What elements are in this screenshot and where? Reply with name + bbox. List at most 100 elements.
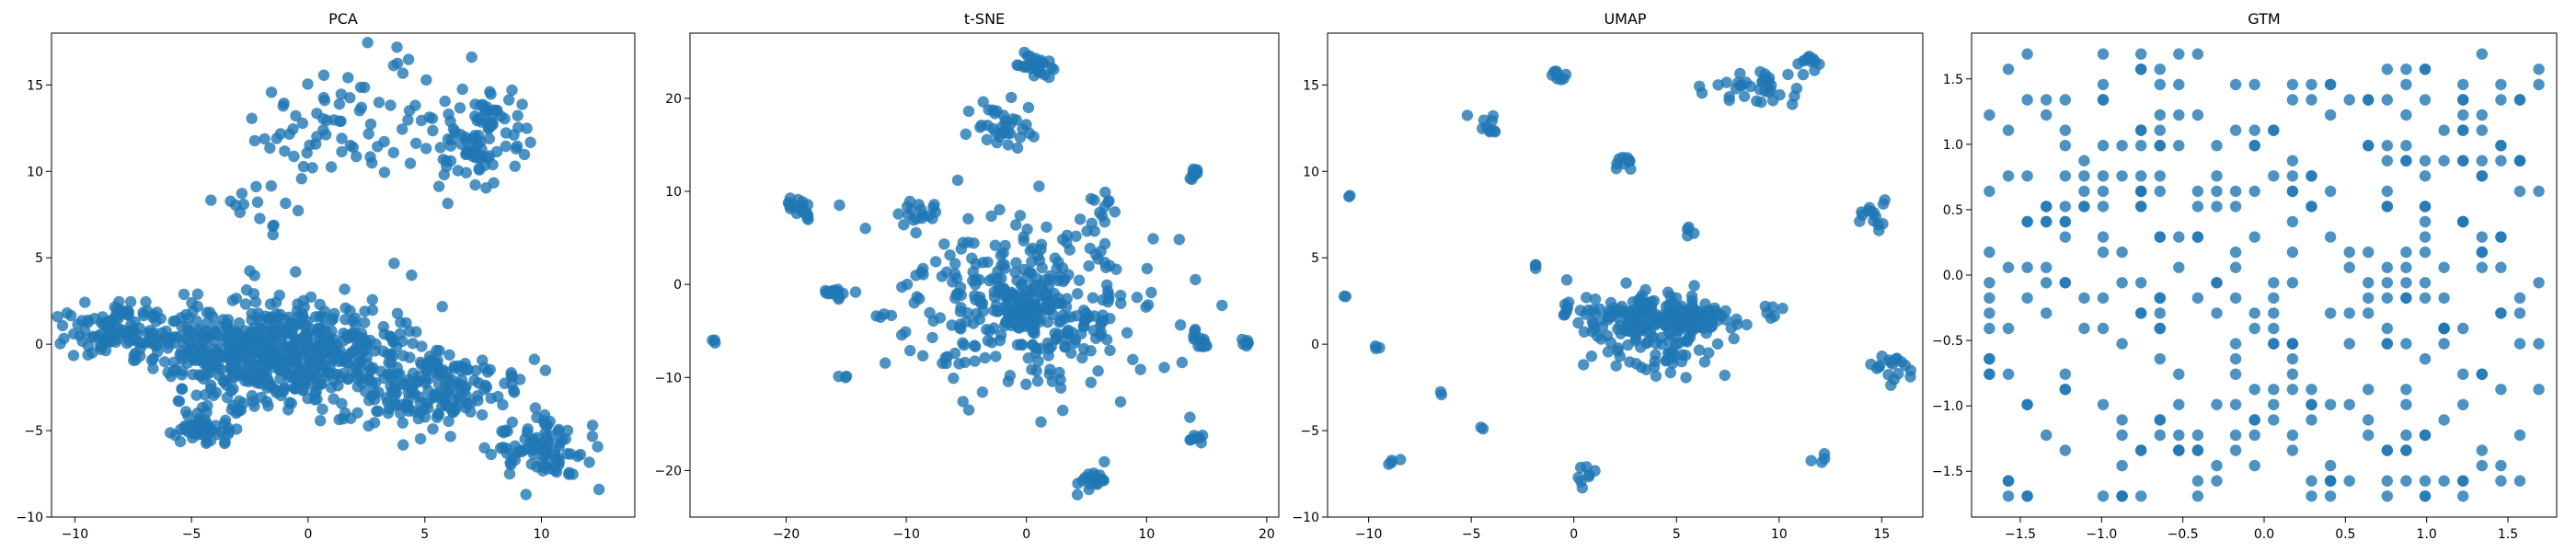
pca-point (249, 296, 262, 308)
gtm-point (2229, 338, 2242, 350)
pca-point (388, 258, 400, 270)
tsne-point (1098, 216, 1111, 228)
gtm-point (2154, 429, 2166, 442)
umap-point (1484, 126, 1496, 138)
tsne-point (962, 105, 975, 118)
umap-point (1782, 68, 1794, 81)
pca-point (284, 351, 296, 364)
pca-point (277, 100, 289, 112)
gtm-point (2229, 398, 2242, 410)
tsne-point (962, 213, 974, 224)
gtm-point (2211, 201, 2223, 213)
gtm-point (2476, 124, 2488, 136)
tsne-point (1147, 233, 1159, 245)
pca-point (287, 372, 299, 384)
pca-point (557, 434, 569, 446)
gtm-point (2002, 322, 2015, 335)
pca-point (288, 150, 300, 163)
gtm-point (2041, 277, 2053, 289)
tsne-x-tick-label: −10 (892, 527, 920, 542)
tsne-point (840, 370, 853, 383)
tsne-point (783, 198, 795, 210)
pca-point (354, 355, 367, 367)
pca-point (353, 105, 366, 117)
gtm-point (2097, 78, 2110, 91)
pca-point (518, 148, 531, 161)
pca-point (420, 74, 432, 86)
pca-point (348, 327, 360, 339)
gtm-point (2248, 231, 2260, 243)
gtm-point (2513, 429, 2526, 442)
umap-point (1560, 305, 1572, 318)
gtm-point (2400, 429, 2412, 442)
umap-x-tick-label: 15 (1873, 527, 1890, 542)
gtm-point (2211, 140, 2223, 152)
tsne-point (960, 128, 972, 140)
tsne-point (1216, 299, 1228, 312)
gtm-point (2135, 124, 2147, 136)
gtm-y-tick-label: 0.5 (1943, 203, 1963, 218)
pca-point (385, 99, 397, 111)
pca-point (443, 349, 455, 361)
pca-point (317, 92, 329, 104)
pca-point (264, 142, 276, 155)
gtm-point (2533, 78, 2545, 91)
gtm-point (2041, 307, 2053, 319)
tsne-panel: t-SNE −20 −10 0 10 20 −20 −10 0 10 20 (654, 10, 1280, 542)
pca-point (397, 439, 409, 451)
pca-point (164, 427, 177, 439)
umap-y-tick-label: 0 (1311, 338, 1319, 352)
umap-point (1639, 283, 1651, 296)
pca-point (201, 347, 213, 359)
tsne-point (707, 334, 719, 347)
gtm-point (2419, 215, 2432, 228)
gtm-point (2211, 170, 2223, 182)
pca-point (188, 428, 201, 440)
gtm-point (2229, 429, 2242, 442)
gtm-point (2229, 444, 2242, 456)
pca-point (387, 60, 400, 72)
pca-point (205, 194, 217, 206)
gtm-point (2438, 338, 2450, 350)
tsne-point (1060, 301, 1073, 313)
pca-point (262, 333, 274, 345)
gtm-point (2457, 322, 2469, 335)
gtm-point (2438, 261, 2450, 273)
gtm-point (2306, 201, 2317, 213)
gtm-point (2097, 398, 2110, 410)
pca-point (539, 364, 552, 376)
gtm-point (2476, 231, 2488, 243)
tsne-point (1145, 286, 1157, 299)
pca-point (198, 373, 210, 385)
umap-point (1666, 351, 1679, 364)
tsne-point (948, 372, 960, 385)
gtm-point (2248, 307, 2260, 319)
umap-point (1854, 215, 1866, 227)
tsne-point (1092, 365, 1104, 377)
pca-point (246, 389, 259, 402)
tsne-point (1101, 279, 1113, 291)
pca-point (321, 114, 333, 126)
pca-point (97, 311, 109, 323)
pca-point (586, 431, 599, 443)
gtm-point (2248, 384, 2260, 396)
gtm-point (2021, 490, 2033, 502)
pca-point (160, 325, 172, 338)
umap-point (1605, 310, 1618, 322)
pca-point (378, 167, 391, 178)
umap-point (1765, 84, 1777, 97)
pca-point (397, 417, 408, 429)
gtm-point (2343, 246, 2355, 259)
pca-point (397, 350, 409, 362)
umap-point (1558, 73, 1570, 85)
gtm-point (2211, 307, 2223, 319)
umap-point (1738, 90, 1751, 102)
pca-point (485, 392, 497, 405)
pca-point (443, 108, 454, 121)
pca-point (133, 322, 145, 334)
umap-point (1610, 163, 1623, 175)
pca-point (237, 339, 249, 352)
pca-point (222, 422, 235, 434)
tsne-y-tick-label: −20 (654, 464, 682, 478)
umap-x-tick-label: −5 (1462, 527, 1481, 542)
